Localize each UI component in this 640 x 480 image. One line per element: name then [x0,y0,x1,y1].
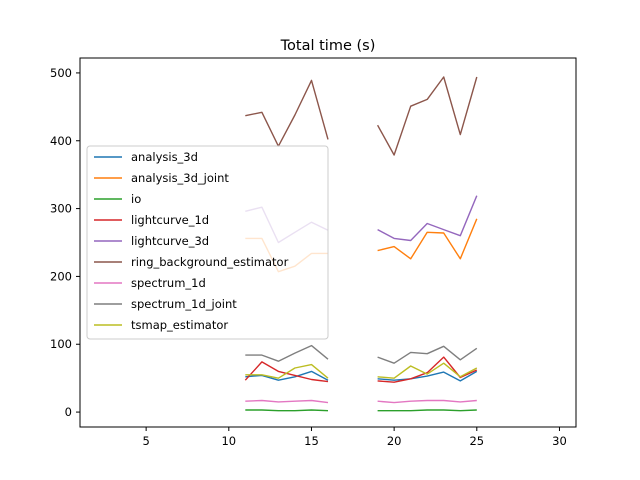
legend-label: tsmap_estimator [131,318,228,332]
series-line-analysis-3d [245,370,329,381]
series-line-io [377,409,477,412]
series-line-ring-background-estimator [376,76,478,156]
x-tick-label: 15 [304,434,319,448]
chart-title: Total time (s) [280,38,376,54]
series-line-spectrum-1d [377,399,477,404]
x-tick-label: 20 [387,434,402,448]
series-line-tsmap-estimator [377,362,478,379]
legend-label: spectrum_1d_joint [131,297,237,311]
x-tick-label: 30 [552,434,567,448]
legend-box [86,145,329,340]
y-tick-label: 400 [50,134,72,148]
legend-label: io [131,192,141,206]
series-line-lightcurve-1d [377,356,478,383]
series-line-io [245,409,329,412]
axes-frame [79,57,577,428]
series-line-analysis-3d [377,370,478,382]
x-axis: 5 10 15 20 25 30 [142,427,567,448]
series-line-analysis-3d-joint [377,218,478,260]
x-tick-label: 5 [142,434,149,448]
legend-label: spectrum_1d [131,276,206,290]
x-tick-label: 10 [221,434,236,448]
legend-label: analysis_3d [131,150,198,164]
series-line-spectrum-1d-joint [245,344,329,362]
y-tick-label: 200 [50,269,72,283]
series-line-spectrum-1d-joint [377,345,478,364]
legend-label: analysis_3d_joint [131,171,229,185]
series-line-spectrum-1d [245,399,329,404]
y-tick-label: 500 [50,66,72,80]
y-tick-label: 0 [65,405,72,419]
plot-area [244,76,478,412]
y-tick-label: 300 [50,202,72,216]
y-axis: 0 100 200 300 400 500 [50,66,80,419]
legend-label: lightcurve_1d [131,213,209,227]
legend-label: lightcurve_3d [131,234,209,248]
series-line-lightcurve-3d [377,195,478,242]
series-line-tsmap-estimator [245,363,329,379]
y-tick-label: 100 [50,337,72,351]
x-tick-label: 25 [469,434,484,448]
series-line-ring-background-estimator [245,79,329,147]
legend-label: ring_background_estimator [131,255,289,269]
